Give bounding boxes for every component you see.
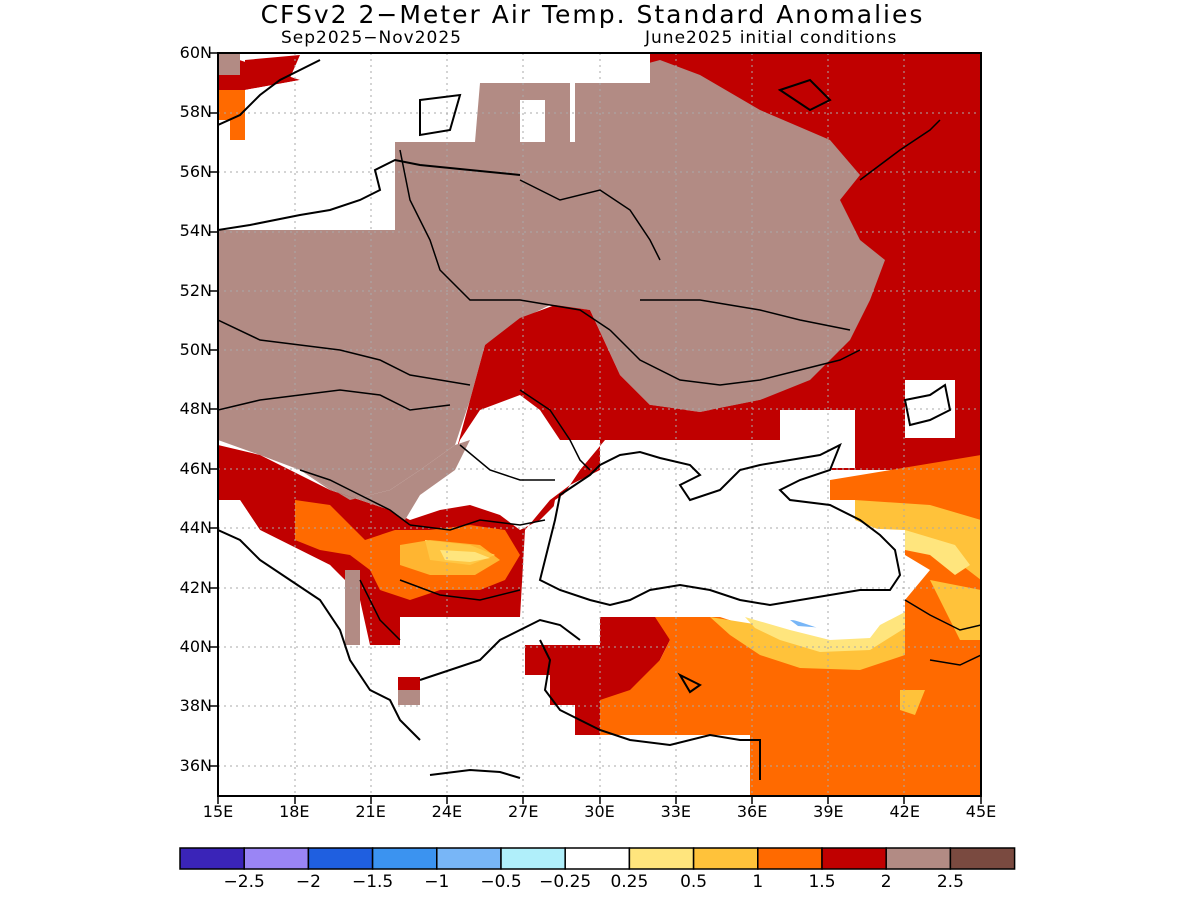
colorbar-swatch bbox=[500, 847, 566, 870]
colorbar-label: 2.5 bbox=[936, 872, 964, 892]
colorbar-label: −2.5 bbox=[223, 872, 265, 892]
black-sea bbox=[540, 440, 905, 632]
colorbar-swatch bbox=[949, 847, 1016, 870]
anomaly-region-2.5-central bbox=[218, 60, 885, 500]
lat-label: 60N bbox=[179, 43, 212, 62]
lat-label: 58N bbox=[179, 102, 212, 122]
lon-label: 15E bbox=[202, 802, 234, 821]
colorbar-swatch bbox=[692, 847, 759, 870]
lat-label: 44N bbox=[179, 518, 212, 538]
colorbar-swatch bbox=[307, 847, 374, 870]
colorbar-swatch bbox=[821, 847, 887, 870]
colorbar-swatch bbox=[179, 847, 245, 870]
lon-label: 24E bbox=[431, 802, 463, 821]
colorbar-label: −1 bbox=[424, 872, 450, 892]
lon-label: 30E bbox=[584, 802, 615, 821]
axis-ticks bbox=[210, 52, 982, 804]
lat-label: 36N bbox=[179, 755, 212, 775]
colorbar-swatch bbox=[564, 847, 631, 870]
colorbar-label: −0.25 bbox=[539, 872, 592, 892]
initial-conditions: June2025 initial conditions bbox=[645, 28, 898, 48]
country-borders bbox=[218, 119, 981, 666]
coastlines bbox=[218, 59, 952, 780]
colorbar-swatch bbox=[628, 847, 695, 870]
colorbar-label: −0.5 bbox=[480, 872, 522, 892]
lon-label: 36E bbox=[736, 802, 768, 821]
colorbar-label: 0.5 bbox=[680, 872, 708, 892]
forecast-period: Sep2025−Nov2025 bbox=[281, 28, 462, 48]
lat-label: 42N bbox=[179, 577, 212, 597]
colorbar-label: −2 bbox=[295, 872, 321, 892]
lat-label: 52N bbox=[179, 280, 212, 300]
map-title: CFSv2 2−Meter Air Temp. Standard Anomali… bbox=[260, 0, 925, 29]
lat-label: 48N bbox=[179, 399, 212, 419]
lon-label: 27E bbox=[507, 802, 539, 821]
colorbar-label: −1.5 bbox=[351, 872, 394, 892]
lat-label: 38N bbox=[179, 696, 212, 716]
colorbar-label: 1.5 bbox=[808, 872, 836, 892]
map-gridlines bbox=[218, 53, 981, 796]
lon-label: 42E bbox=[889, 802, 920, 821]
lat-label: 50N bbox=[179, 340, 212, 359]
lon-label: 45E bbox=[965, 802, 997, 821]
colorbar bbox=[179, 847, 1016, 870]
lat-label: 54N bbox=[179, 221, 212, 241]
lon-label: 21E bbox=[355, 802, 386, 821]
lon-label: 39E bbox=[813, 802, 844, 821]
lat-label: 56N bbox=[179, 161, 212, 181]
lon-label: 18E bbox=[279, 802, 310, 821]
colorbar-swatch bbox=[243, 847, 310, 870]
colorbar-swatch bbox=[757, 847, 823, 870]
lon-label: 33E bbox=[660, 802, 692, 821]
colorbar-label: 0.25 bbox=[610, 872, 649, 892]
colorbar-swatch bbox=[371, 847, 438, 870]
colorbar-swatch bbox=[885, 847, 952, 870]
colorbar-swatch bbox=[436, 847, 502, 870]
lat-label: 40N bbox=[179, 637, 212, 656]
lat-label: 46N bbox=[179, 458, 212, 478]
colorbar-label: 1 bbox=[752, 872, 764, 892]
colorbar-label: 2 bbox=[880, 872, 892, 892]
